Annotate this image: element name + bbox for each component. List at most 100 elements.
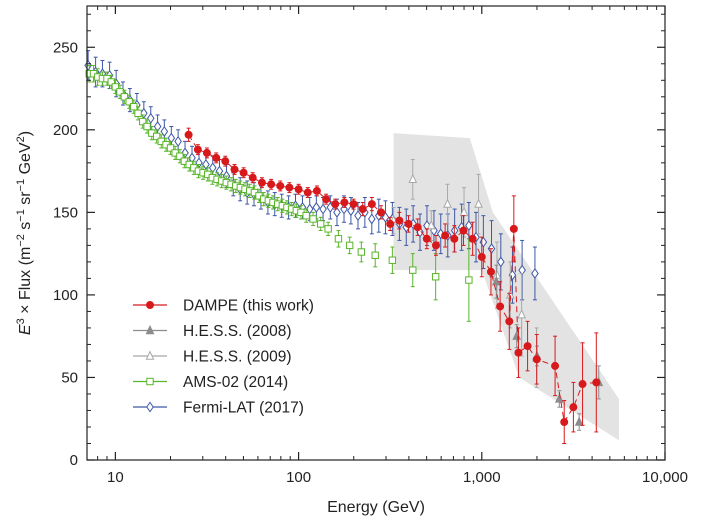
data-point bbox=[257, 178, 266, 187]
legend-label: H.E.S.S. (2009) bbox=[183, 349, 292, 366]
data-point bbox=[491, 276, 501, 286]
y-title-part: s bbox=[17, 222, 34, 234]
data-point bbox=[153, 121, 162, 132]
legend: DAMPE (this work) H.E.S.S. (2008) H.E.S.S.… bbox=[133, 298, 314, 417]
y-title-part: × Flux (m bbox=[17, 247, 34, 319]
legend-label: Fermi-LAT (2017) bbox=[183, 400, 304, 417]
y-title-part: 2 bbox=[15, 136, 27, 142]
legend-marker bbox=[146, 401, 154, 413]
y-tick-label: 150 bbox=[53, 204, 78, 221]
legend-entry: DAMPE (this work) bbox=[133, 298, 314, 315]
data-point bbox=[409, 266, 417, 274]
data-point bbox=[349, 200, 358, 209]
data-point bbox=[441, 231, 450, 240]
data-point bbox=[334, 235, 343, 243]
data-point bbox=[551, 361, 560, 370]
data-point bbox=[130, 103, 138, 111]
hess-band-polygon bbox=[393, 133, 619, 441]
data-point bbox=[408, 173, 418, 184]
data-point bbox=[345, 241, 354, 250]
data-point bbox=[134, 109, 142, 118]
data-point bbox=[302, 211, 310, 220]
y-title-italic-e: E bbox=[17, 324, 34, 335]
data-point bbox=[125, 98, 133, 106]
data-point bbox=[486, 267, 495, 276]
y-title-part: −2 bbox=[15, 234, 27, 247]
data-point bbox=[309, 215, 317, 223]
y-title-part: 3 bbox=[15, 318, 27, 324]
data-point bbox=[331, 200, 340, 209]
data-point bbox=[465, 220, 473, 232]
data-point bbox=[303, 188, 312, 197]
data-point bbox=[431, 273, 440, 281]
data-point bbox=[592, 378, 601, 387]
y-tick-label: 50 bbox=[61, 369, 78, 386]
data-point bbox=[276, 181, 285, 190]
y-tick-label: 0 bbox=[70, 452, 78, 469]
data-point bbox=[248, 173, 257, 182]
data-point bbox=[468, 234, 477, 243]
data-point bbox=[202, 148, 211, 157]
y-title-part: sr bbox=[17, 191, 34, 209]
y-axis-title: E3 × Flux (m−2 s−1 sr−1 GeV2) bbox=[15, 131, 34, 335]
data-point bbox=[509, 224, 518, 233]
data-point bbox=[285, 183, 294, 192]
x-tick-label: 1,000 bbox=[463, 469, 501, 486]
legend-entry: H.E.S.S. (2008) bbox=[133, 323, 292, 340]
data-point bbox=[294, 185, 303, 194]
legend-label: H.E.S.S. (2008) bbox=[183, 323, 292, 340]
data-point bbox=[324, 225, 332, 233]
data-point bbox=[477, 252, 486, 261]
legend-entry: AMS-02 (2014) bbox=[133, 374, 288, 391]
x-tick-label: 100 bbox=[286, 469, 311, 486]
data-point bbox=[395, 216, 404, 225]
data-point bbox=[578, 380, 587, 389]
data-point bbox=[322, 195, 331, 204]
data-point bbox=[174, 135, 182, 147]
axis-ticks: 0 50 100 150 200 250 10 100 1,000 10,000 bbox=[53, 6, 688, 486]
data-point bbox=[357, 248, 366, 256]
data-point bbox=[120, 93, 129, 101]
y-title-part: ) bbox=[17, 131, 34, 136]
data-point bbox=[166, 144, 175, 152]
data-point bbox=[333, 206, 341, 218]
data-point bbox=[413, 223, 422, 232]
data-point bbox=[404, 219, 413, 228]
series-ams-02-2014 bbox=[85, 64, 473, 322]
legend-entry: H.E.S.S. (2009) bbox=[133, 349, 292, 366]
data-point bbox=[450, 234, 459, 243]
y-tick-label: 200 bbox=[53, 122, 78, 139]
y-tick-label: 100 bbox=[53, 287, 78, 304]
data-point bbox=[554, 393, 564, 403]
y-title-part: −1 bbox=[15, 179, 27, 192]
x-tick-label: 10 bbox=[107, 469, 124, 486]
data-point bbox=[221, 157, 230, 166]
data-point bbox=[167, 132, 176, 144]
hess-2009-uncertainty-band bbox=[393, 133, 619, 441]
data-point bbox=[377, 208, 386, 217]
x-tick-label: 10,000 bbox=[642, 469, 688, 486]
data-point bbox=[312, 201, 321, 213]
data-point bbox=[111, 83, 120, 91]
data-point bbox=[514, 348, 523, 357]
data-point bbox=[426, 220, 436, 230]
data-point bbox=[560, 418, 569, 427]
data-point bbox=[497, 256, 505, 268]
data-point bbox=[368, 213, 376, 225]
data-point bbox=[496, 302, 505, 311]
x-axis-title: Energy (GeV) bbox=[327, 499, 425, 516]
data-point bbox=[152, 132, 161, 141]
data-point bbox=[212, 153, 221, 162]
y-title-part: −1 bbox=[15, 209, 27, 222]
data-point bbox=[367, 200, 376, 209]
data-point bbox=[443, 198, 452, 208]
data-point bbox=[465, 276, 473, 284]
data-point bbox=[267, 180, 276, 189]
legend-marker bbox=[145, 300, 154, 309]
data-point bbox=[371, 251, 379, 259]
data-point bbox=[569, 403, 578, 412]
data-point bbox=[107, 78, 115, 86]
data-point bbox=[505, 317, 514, 326]
data-point bbox=[523, 342, 532, 351]
